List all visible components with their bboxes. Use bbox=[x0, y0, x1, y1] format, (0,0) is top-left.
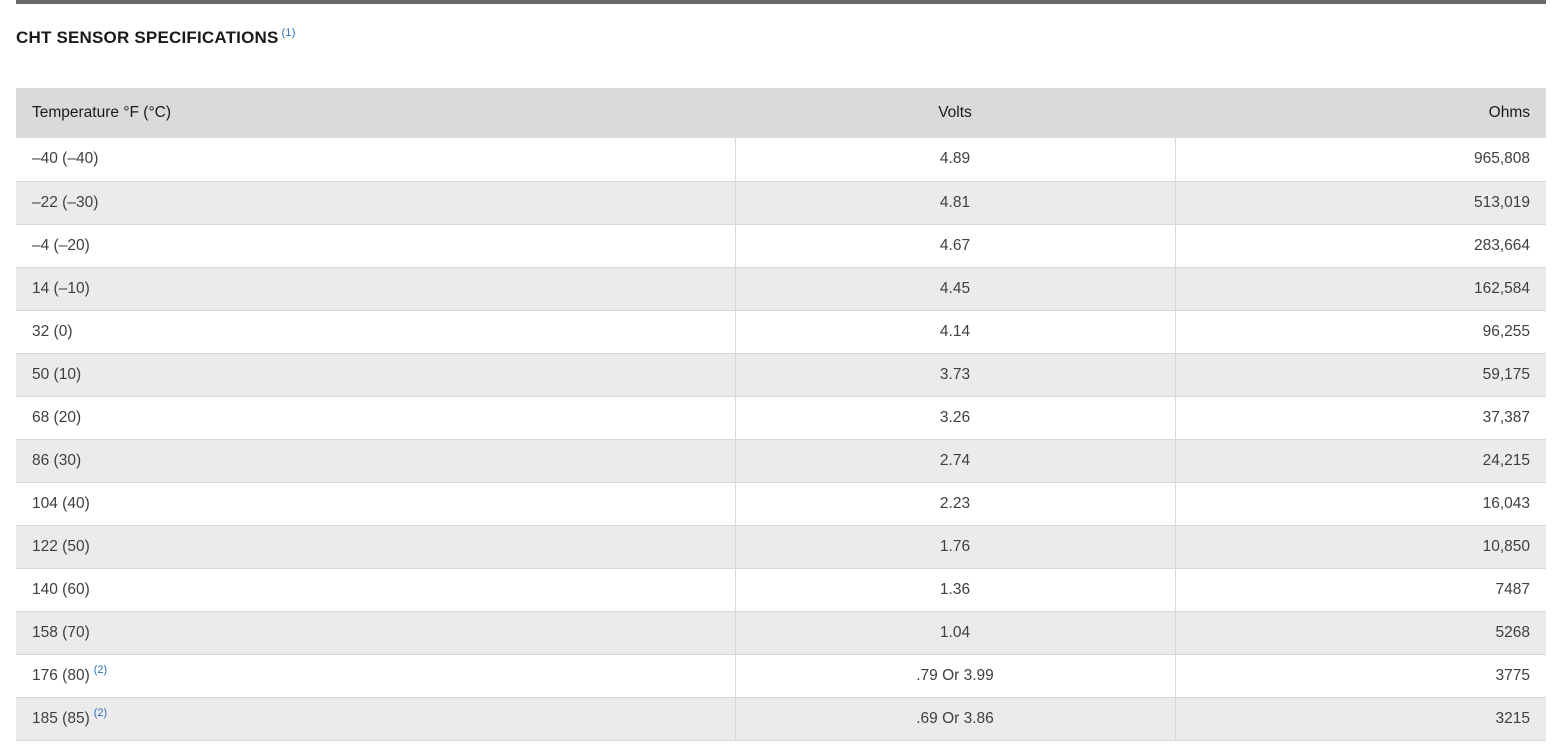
cell-temperature: –4 (–20) bbox=[16, 224, 736, 268]
table-header: Temperature °F (°C) Volts Ohms bbox=[16, 88, 1546, 138]
cell-ohms: 162,584 bbox=[1175, 267, 1546, 311]
footnote-ref-1[interactable]: (1) bbox=[281, 27, 296, 40]
cell-ohms: 59,175 bbox=[1175, 353, 1546, 397]
table-row: –40 (–40) 4.89 965,808 bbox=[16, 138, 1546, 182]
cell-ohms: 965,808 bbox=[1175, 138, 1546, 182]
cell-temperature: 122 (50) bbox=[16, 525, 736, 569]
cell-volts: 4.81 bbox=[735, 181, 1176, 225]
table-row: 122 (50) 1.76 10,850 bbox=[16, 525, 1546, 569]
footnote-ref-2[interactable]: (2) bbox=[93, 664, 108, 677]
table-header-row: Temperature °F (°C) Volts Ohms bbox=[16, 88, 1546, 138]
cell-ohms: 96,255 bbox=[1175, 310, 1546, 354]
table-row: 158 (70) 1.04 5268 bbox=[16, 611, 1546, 655]
cell-temperature: 158 (70) bbox=[16, 611, 736, 655]
cell-volts: 2.23 bbox=[735, 482, 1176, 526]
table-row: 86 (30) 2.74 24,215 bbox=[16, 439, 1546, 483]
footnote-ref-2[interactable]: (2) bbox=[93, 707, 108, 720]
cell-temperature: 140 (60) bbox=[16, 568, 736, 612]
column-header-ohms: Ohms bbox=[1175, 88, 1546, 138]
cht-sensor-spec-table-wrapper: Temperature °F (°C) Volts Ohms –40 (–40)… bbox=[16, 88, 1546, 741]
cell-volts: 1.04 bbox=[735, 611, 1176, 655]
cell-temperature: 14 (–10) bbox=[16, 267, 736, 311]
cell-volts: 4.45 bbox=[735, 267, 1176, 311]
cell-ohms: 3775 bbox=[1175, 654, 1546, 698]
table-row: –4 (–20) 4.67 283,664 bbox=[16, 224, 1546, 268]
cell-volts: 1.36 bbox=[735, 568, 1176, 612]
cell-volts: 1.76 bbox=[735, 525, 1176, 569]
cell-volts: .79 Or 3.99 bbox=[735, 654, 1176, 698]
cell-temperature-text: 176 (80) bbox=[32, 666, 90, 684]
cell-temperature: 86 (30) bbox=[16, 439, 736, 483]
cell-ohms: 5268 bbox=[1175, 611, 1546, 655]
table-row: 140 (60) 1.36 7487 bbox=[16, 568, 1546, 612]
table-row: 185 (85) (2) .69 Or 3.86 3215 bbox=[16, 697, 1546, 741]
cell-temperature: 68 (20) bbox=[16, 396, 736, 440]
table-row: 176 (80) (2) .79 Or 3.99 3775 bbox=[16, 654, 1546, 698]
cell-temperature: 185 (85) (2) bbox=[16, 697, 736, 741]
cell-temperature: –22 (–30) bbox=[16, 181, 736, 225]
cell-temperature: 104 (40) bbox=[16, 482, 736, 526]
cell-volts: .69 Or 3.86 bbox=[735, 697, 1176, 741]
top-divider-rule bbox=[16, 0, 1546, 4]
cell-temperature: 32 (0) bbox=[16, 310, 736, 354]
cell-volts: 2.74 bbox=[735, 439, 1176, 483]
cell-ohms: 10,850 bbox=[1175, 525, 1546, 569]
table-row: 14 (–10) 4.45 162,584 bbox=[16, 267, 1546, 311]
table-row: –22 (–30) 4.81 513,019 bbox=[16, 181, 1546, 225]
cht-sensor-spec-table: Temperature °F (°C) Volts Ohms –40 (–40)… bbox=[16, 88, 1546, 741]
cell-volts: 4.89 bbox=[735, 138, 1176, 182]
cell-temperature: 176 (80) (2) bbox=[16, 654, 736, 698]
table-row: 104 (40) 2.23 16,043 bbox=[16, 482, 1546, 526]
cell-ohms: 283,664 bbox=[1175, 224, 1546, 268]
table-row: 68 (20) 3.26 37,387 bbox=[16, 396, 1546, 440]
column-header-temperature: Temperature °F (°C) bbox=[16, 88, 735, 138]
column-header-volts: Volts bbox=[735, 88, 1175, 138]
table-body: –40 (–40) 4.89 965,808 –22 (–30) 4.81 51… bbox=[16, 138, 1546, 741]
cell-ohms: 37,387 bbox=[1175, 396, 1546, 440]
cell-temperature-text: 185 (85) bbox=[32, 709, 90, 727]
page-title: CHT SENSOR SPECIFICATIONS (1) bbox=[16, 28, 296, 48]
cell-volts: 4.14 bbox=[735, 310, 1176, 354]
cell-volts: 3.26 bbox=[735, 396, 1176, 440]
table-row: 50 (10) 3.73 59,175 bbox=[16, 353, 1546, 397]
table-row: 32 (0) 4.14 96,255 bbox=[16, 310, 1546, 354]
cell-volts: 4.67 bbox=[735, 224, 1176, 268]
cell-ohms: 24,215 bbox=[1175, 439, 1546, 483]
cell-ohms: 16,043 bbox=[1175, 482, 1546, 526]
cell-volts: 3.73 bbox=[735, 353, 1176, 397]
cell-ohms: 7487 bbox=[1175, 568, 1546, 612]
page-title-text: CHT SENSOR SPECIFICATIONS bbox=[16, 28, 279, 48]
cell-temperature: 50 (10) bbox=[16, 353, 736, 397]
cell-temperature: –40 (–40) bbox=[16, 138, 736, 182]
cell-ohms: 3215 bbox=[1175, 697, 1546, 741]
cell-ohms: 513,019 bbox=[1175, 181, 1546, 225]
